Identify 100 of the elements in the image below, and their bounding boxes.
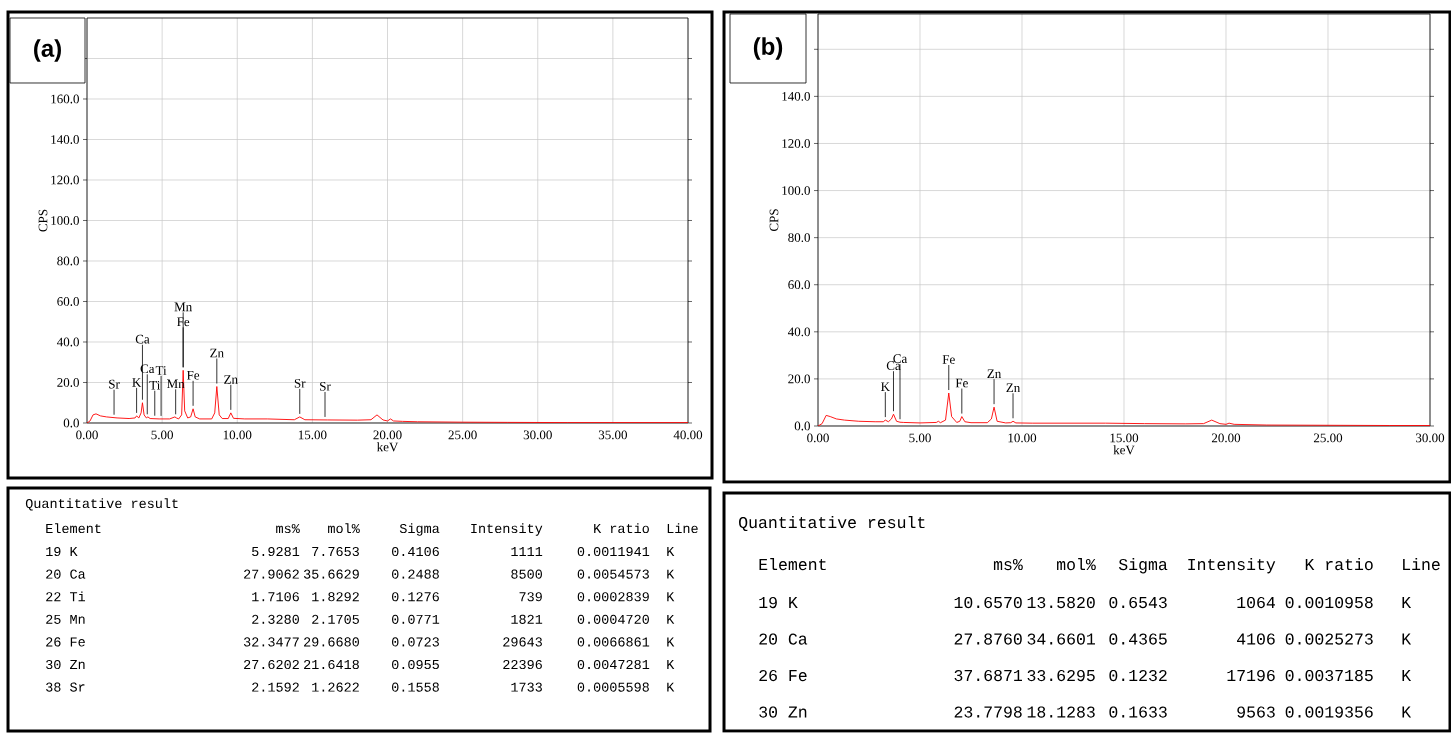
text: 0.1232	[1109, 669, 1167, 682]
category-label: 19 K	[46, 546, 78, 557]
text: 1821	[511, 614, 543, 624]
annotation: K	[132, 378, 142, 387]
y-tick-label: 0.0	[63, 418, 79, 428]
text: 7.7653	[312, 546, 359, 557]
annotation: Ti	[149, 380, 161, 390]
annotation: Ca	[893, 354, 908, 364]
annotation: Zn	[224, 375, 238, 384]
annotation: Ca	[886, 361, 901, 371]
category-label: K ratio	[1305, 558, 1373, 571]
text: 21.6418	[304, 659, 359, 670]
text: 0.0019356	[1285, 706, 1373, 718]
text: 0.6543	[1109, 596, 1167, 609]
text: 17196	[1227, 669, 1275, 682]
y-tick-label: 140.0	[51, 135, 79, 144]
text: 0.0002839	[577, 592, 649, 602]
y-tick-label: 40.0	[56, 337, 79, 347]
text: K	[1402, 706, 1412, 718]
category-label: 20 Ca	[759, 633, 808, 645]
text: 0.4365	[1109, 633, 1167, 645]
annotation: Mn	[174, 302, 192, 312]
text: 0.0047281	[577, 659, 650, 670]
text: 0.0010958	[1285, 596, 1373, 609]
text: 29.6680	[304, 637, 359, 647]
text: (a)	[34, 39, 61, 62]
text: 34.6601	[1027, 633, 1095, 645]
y-tick-label: 80.0	[788, 233, 810, 243]
y-tick-label: 60.0	[788, 280, 810, 290]
text: 1.8292	[312, 592, 359, 602]
category-label: 19 K	[759, 596, 798, 609]
y-axis-title: CPS	[38, 209, 48, 232]
text: K	[667, 660, 675, 669]
category-label: Intensity	[471, 523, 543, 536]
annotation: Ca	[135, 334, 150, 344]
y-tick-label: 100.0	[782, 186, 810, 195]
annotation: Sr	[320, 382, 331, 391]
text: 0.2488	[392, 569, 439, 579]
x-tick-label: 30.00	[1416, 433, 1445, 443]
annotation: Zn	[210, 348, 224, 358]
annotation: K	[881, 382, 890, 391]
category-label: K ratio	[594, 523, 649, 534]
category-label: 26 Fe	[759, 669, 807, 682]
annotation: Fe	[955, 378, 968, 388]
x-tick-label: 5.00	[909, 433, 931, 443]
text: 0.0054573	[577, 569, 649, 579]
category-label: 30 Zn	[759, 706, 807, 718]
category-label: Sigma	[1118, 558, 1168, 574]
x-tick-label: 25.00	[1313, 433, 1343, 443]
text: K	[1402, 597, 1412, 608]
text: 22396	[503, 659, 542, 670]
x-tick-label: 10.00	[1008, 433, 1037, 443]
annotation: Sr	[294, 378, 306, 388]
text: (b)	[753, 37, 783, 60]
text: 4106	[1237, 633, 1275, 645]
text: 10.6570	[954, 596, 1022, 609]
text: 13.5820	[1027, 596, 1095, 609]
category-label: 25 Mn	[46, 614, 85, 624]
text: 0.0066861	[577, 637, 650, 647]
annotation: Zn	[1006, 383, 1021, 393]
category-label: Intensity	[1188, 558, 1276, 574]
text: Quantitative result	[25, 498, 178, 511]
text: 739	[519, 592, 542, 602]
text: 8500	[511, 569, 542, 579]
y-tick-label: 160.0	[51, 94, 79, 104]
x-tick-label: 15.00	[298, 430, 327, 440]
x-tick-label: 40.00	[673, 430, 703, 440]
text: 29643	[503, 637, 542, 647]
text: K	[667, 569, 675, 579]
annotation: Fe	[177, 317, 190, 327]
text: 23.7798	[954, 706, 1022, 718]
text: 18.1283	[1027, 706, 1095, 718]
text: 33.6295	[1027, 669, 1095, 682]
text: Element	[759, 558, 826, 571]
text: 0.0723	[392, 637, 439, 647]
x-tick-label: 25.00	[448, 430, 477, 440]
y-tick-label: 80.0	[57, 256, 79, 266]
x-axis-title: keV	[1113, 445, 1135, 455]
text: 0.4106	[392, 546, 439, 557]
y-tick-label: 120.0	[782, 139, 810, 148]
y-tick-label: 20.0	[788, 374, 810, 384]
text: 1.7106	[252, 592, 299, 602]
text: 0.0955	[392, 659, 439, 670]
text: K	[667, 547, 675, 556]
text: 0.0011941	[577, 546, 650, 557]
annotation: Sr	[109, 379, 120, 389]
text: 1733	[511, 682, 542, 692]
category-label: mol%	[328, 523, 360, 534]
x-tick-label: 5.00	[151, 430, 174, 440]
text: 1064	[1237, 596, 1275, 609]
annotation: Ti	[155, 366, 167, 375]
x-tick-label: 20.00	[1211, 433, 1241, 443]
x-tick-label: 15.00	[1110, 433, 1139, 443]
category-label: ms%	[276, 524, 300, 534]
x-axis-title: keV	[376, 442, 399, 452]
text: 0.1276	[392, 592, 439, 602]
text: 35.6629	[303, 569, 359, 579]
category-label: ms%	[993, 559, 1023, 571]
y-axis-title: CPS	[769, 209, 779, 232]
text: 27.8760	[954, 633, 1022, 645]
